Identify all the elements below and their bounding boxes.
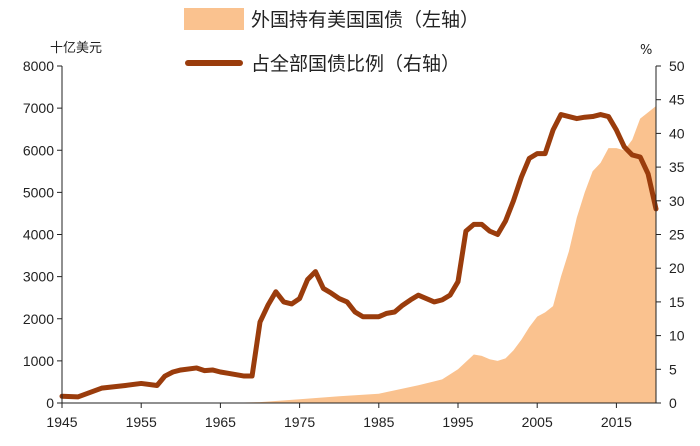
left-y-tick-label: 4000 (23, 227, 54, 243)
left-y-tick-label: 8000 (23, 58, 54, 74)
plot-area-layer (62, 106, 656, 404)
right-y-tick-label: 40 (669, 125, 685, 141)
right-axis-unit: % (640, 43, 652, 58)
legend-swatch-area (184, 8, 244, 30)
left-axis-unit: 十亿美元 (50, 41, 102, 56)
right-y-tick-label: 50 (669, 58, 685, 74)
x-tick-label: 1995 (442, 414, 473, 430)
series-area-foreign-holdings (62, 106, 656, 404)
tick-layer: 1945 1955 1965 1975 1985 1995 2005 201501000200… (23, 58, 685, 430)
series-line-share (59, 112, 659, 400)
right-y-tick-label: 30 (669, 193, 685, 209)
right-y-tick-label: 5 (669, 361, 677, 377)
x-tick-label: 1945 (46, 414, 77, 430)
x-tick-label: 1975 (284, 414, 315, 430)
right-y-tick-label: 20 (669, 260, 685, 276)
left-y-tick-label: 6000 (23, 142, 54, 158)
left-y-tick-label: 3000 (23, 269, 54, 285)
right-y-tick-label: 45 (669, 92, 685, 108)
x-tick-label: 1985 (363, 414, 394, 430)
x-tick-label: 1965 (205, 414, 236, 430)
plot-line-layer (59, 112, 659, 400)
legend: 外国持有美国国债（左轴） 占全部国债比例（右轴） (184, 8, 479, 75)
left-y-tick-label: 1000 (23, 353, 54, 369)
left-y-tick-label: 2000 (23, 311, 54, 327)
right-y-tick-label: 15 (669, 294, 685, 310)
legend-label-line: 占全部国债比例（右轴） (251, 53, 460, 75)
left-y-tick-label: 5000 (23, 184, 54, 200)
right-y-tick-label: 35 (669, 159, 685, 175)
x-tick-label: 1955 (126, 414, 157, 430)
right-y-tick-label: 10 (669, 328, 685, 344)
left-y-tick-label: 0 (46, 395, 54, 411)
legend-label-area: 外国持有美国国债（左轴） (251, 9, 479, 31)
right-y-tick-label: 0 (669, 395, 677, 411)
x-tick-label: 2015 (601, 414, 632, 430)
x-tick-label: 2005 (522, 414, 553, 430)
right-y-tick-label: 25 (669, 227, 685, 243)
left-y-tick-label: 7000 (23, 100, 54, 116)
